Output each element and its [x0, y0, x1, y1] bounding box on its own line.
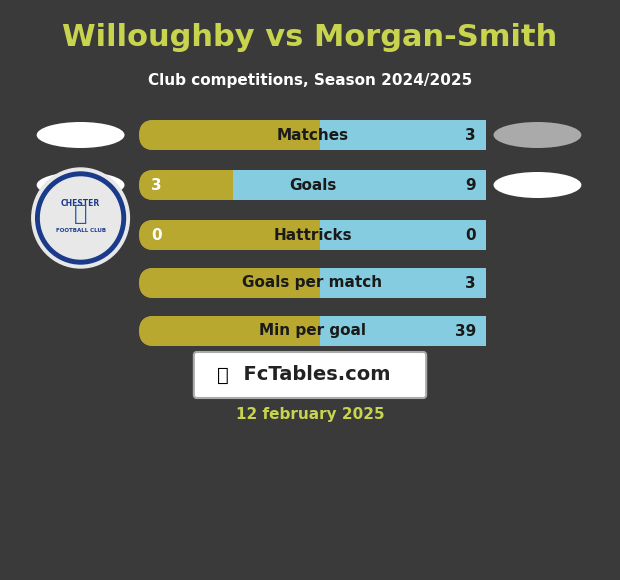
Circle shape — [32, 168, 130, 268]
FancyBboxPatch shape — [139, 220, 327, 250]
Bar — [320, 120, 485, 150]
Bar — [226, 170, 241, 200]
Text: 3: 3 — [151, 177, 161, 193]
FancyBboxPatch shape — [312, 268, 485, 298]
Text: Hattricks: Hattricks — [273, 227, 352, 242]
Bar — [312, 268, 327, 298]
FancyBboxPatch shape — [139, 120, 327, 150]
Bar — [312, 316, 327, 346]
Bar — [312, 220, 327, 250]
FancyBboxPatch shape — [312, 220, 485, 250]
Bar — [312, 120, 327, 150]
Text: 9: 9 — [466, 177, 476, 193]
Ellipse shape — [494, 172, 582, 198]
Text: 12 february 2025: 12 february 2025 — [236, 408, 384, 422]
Bar — [312, 268, 327, 298]
Text: Club competitions, Season 2024/2025: Club competitions, Season 2024/2025 — [148, 72, 472, 88]
Text: CHESTER: CHESTER — [61, 200, 100, 208]
Text: Matches: Matches — [277, 128, 348, 143]
Bar — [320, 220, 485, 250]
Bar — [312, 316, 327, 346]
FancyBboxPatch shape — [139, 316, 327, 346]
Bar — [320, 316, 485, 346]
Text: Goals: Goals — [289, 177, 336, 193]
Text: FcTables.com: FcTables.com — [230, 365, 390, 385]
Bar — [312, 120, 327, 150]
Ellipse shape — [37, 122, 125, 148]
FancyBboxPatch shape — [226, 170, 485, 200]
FancyBboxPatch shape — [194, 352, 426, 398]
FancyBboxPatch shape — [312, 316, 485, 346]
Text: 0: 0 — [151, 227, 161, 242]
FancyBboxPatch shape — [139, 268, 485, 298]
Ellipse shape — [494, 122, 582, 148]
FancyBboxPatch shape — [139, 170, 485, 200]
Bar — [320, 268, 485, 298]
FancyBboxPatch shape — [312, 120, 485, 150]
Text: 39: 39 — [454, 324, 476, 339]
Text: 🦁: 🦁 — [74, 204, 87, 224]
Text: Goals per match: Goals per match — [242, 276, 383, 291]
FancyBboxPatch shape — [139, 220, 485, 250]
Bar — [233, 170, 485, 200]
Circle shape — [36, 172, 125, 264]
FancyBboxPatch shape — [139, 268, 327, 298]
Text: Min per goal: Min per goal — [259, 324, 366, 339]
Bar — [226, 170, 241, 200]
Ellipse shape — [37, 172, 125, 198]
FancyBboxPatch shape — [139, 316, 485, 346]
Text: FOOTBALL CLUB: FOOTBALL CLUB — [56, 227, 105, 233]
Circle shape — [40, 177, 121, 259]
FancyBboxPatch shape — [139, 120, 485, 150]
Text: 3: 3 — [466, 128, 476, 143]
Text: Willoughby vs Morgan-Smith: Willoughby vs Morgan-Smith — [63, 24, 557, 53]
Bar — [312, 220, 327, 250]
Text: 0: 0 — [466, 227, 476, 242]
Text: 3: 3 — [466, 276, 476, 291]
Text: 📊: 📊 — [217, 365, 229, 385]
FancyBboxPatch shape — [139, 170, 241, 200]
